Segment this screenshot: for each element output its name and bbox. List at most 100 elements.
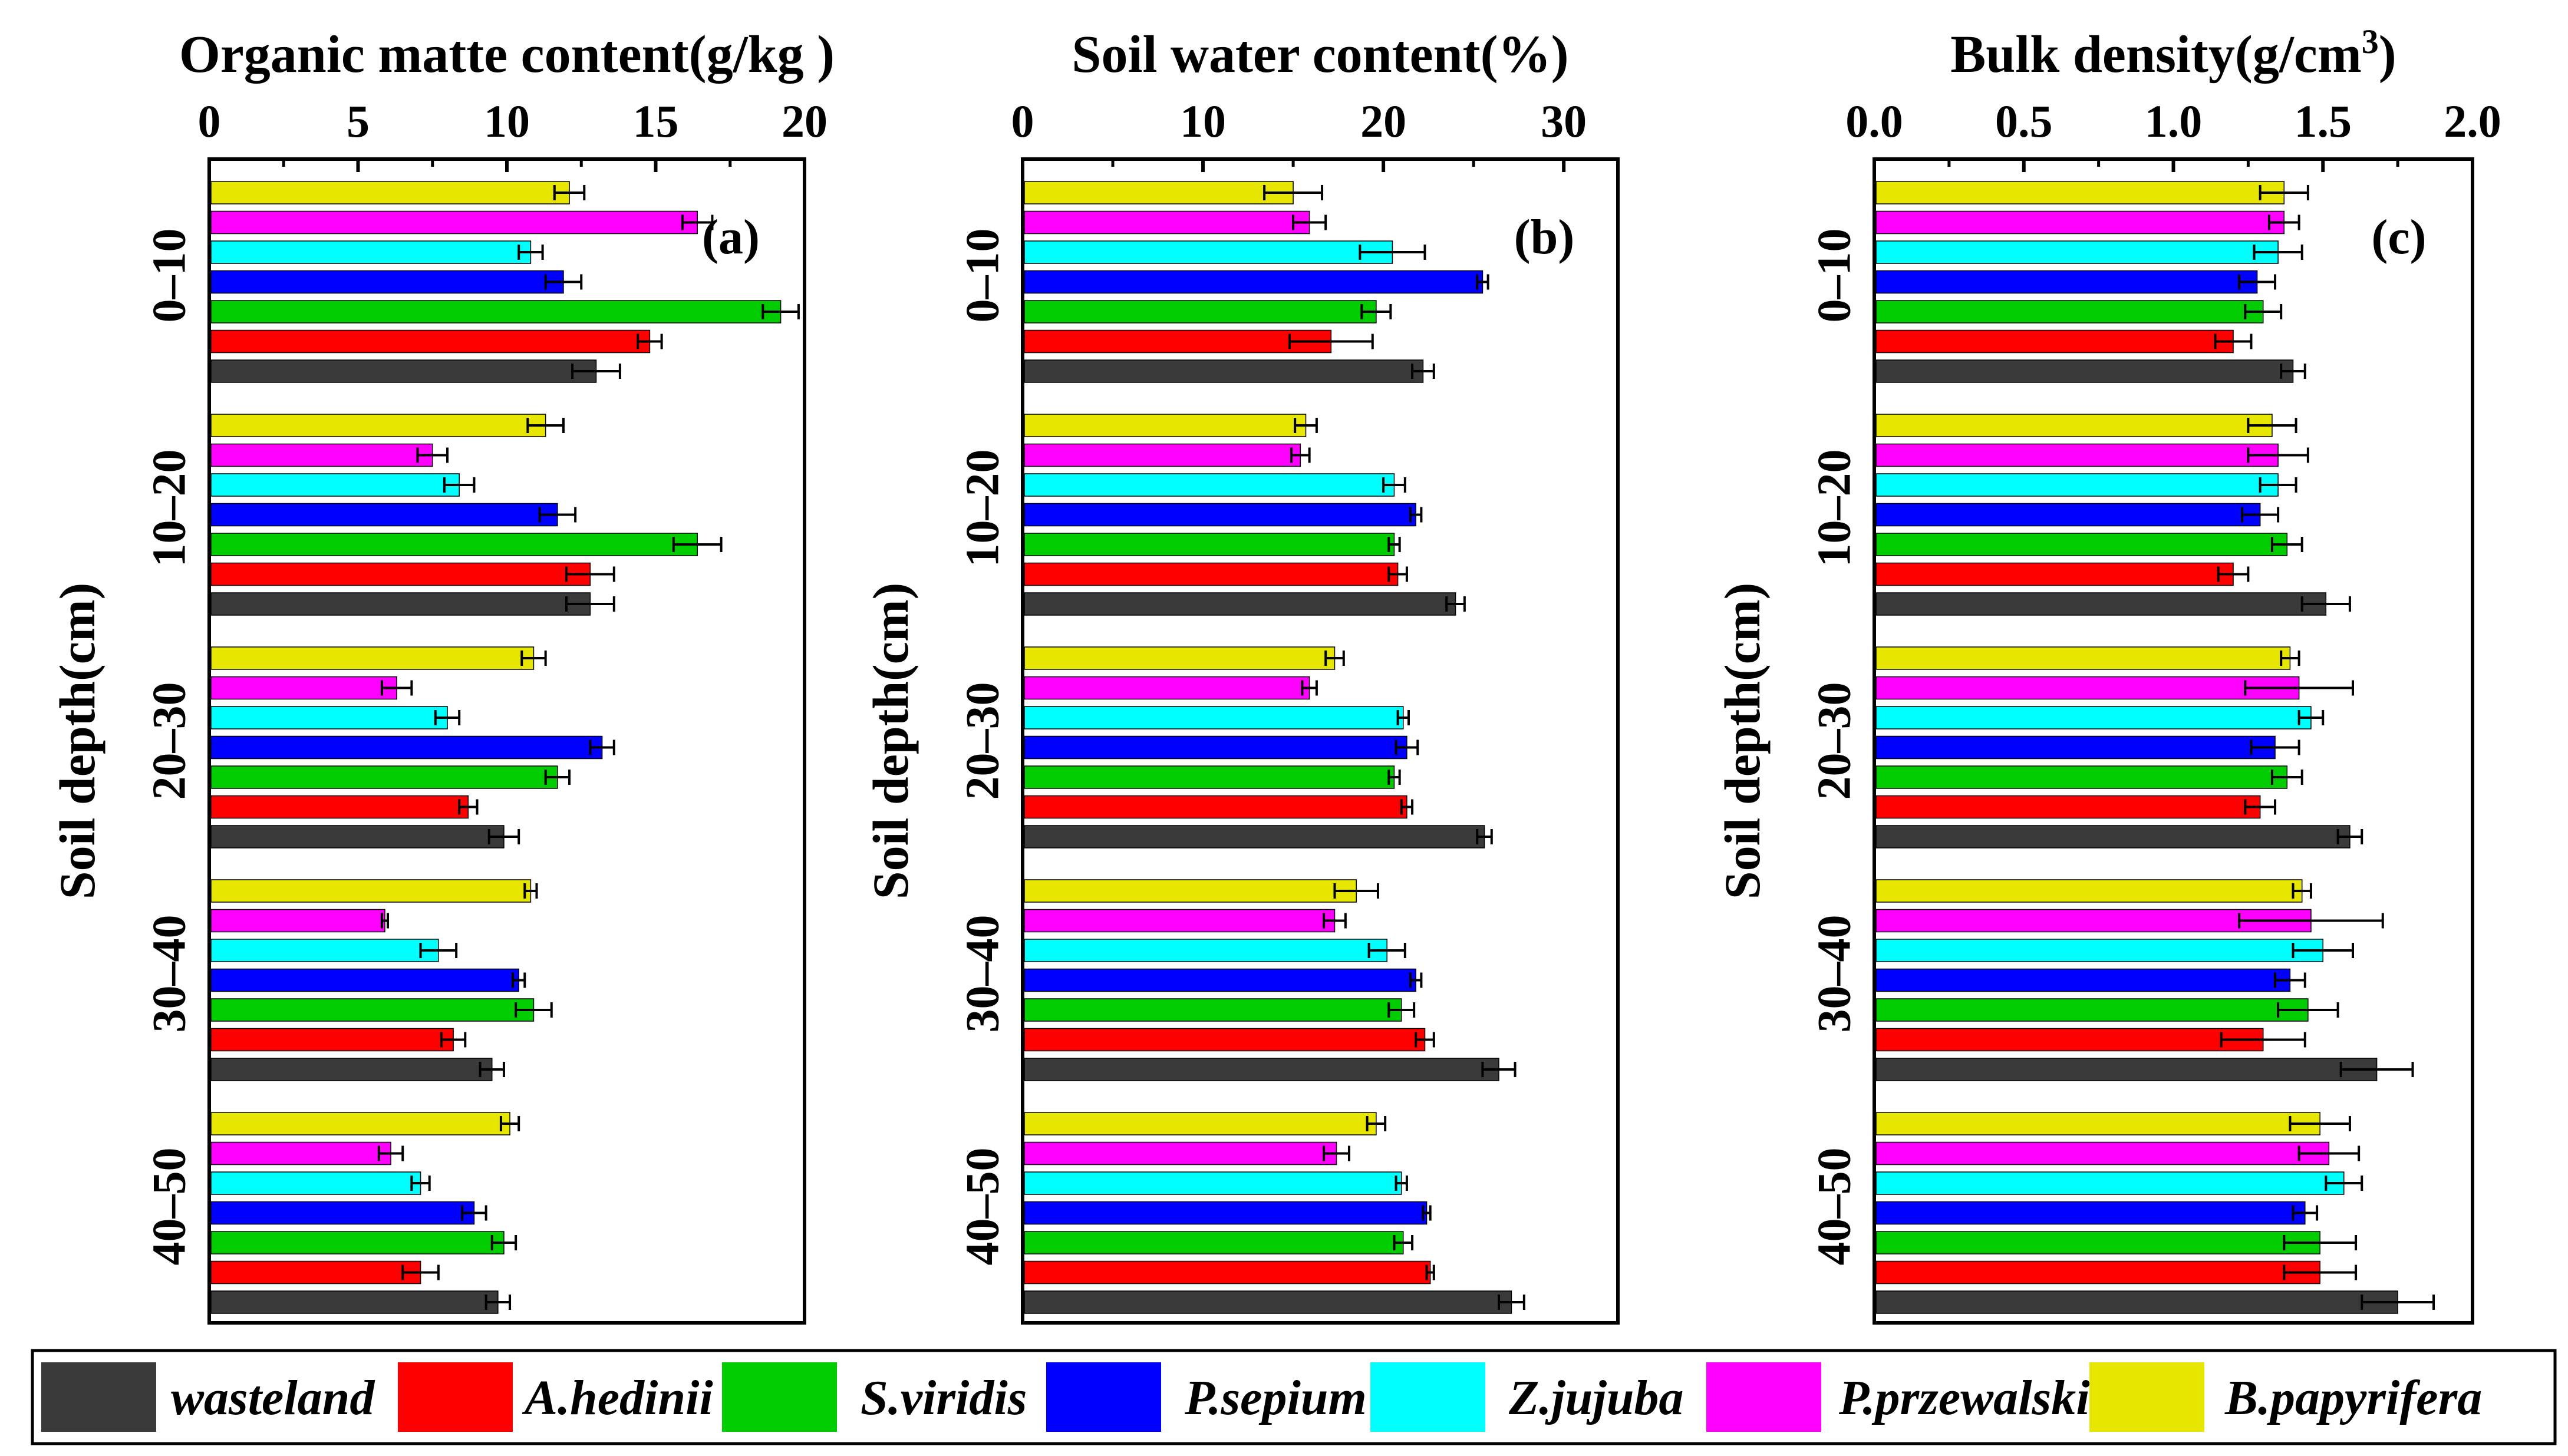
bar-Z.jujuba: [210, 939, 439, 962]
bar-wasteland: [210, 359, 597, 383]
chart-panels: Organic matte content(g/kg ) 0 5 10 15 20 (a) S…: [49, 22, 2501, 1325]
legend-item-P.przewalskii: P.przewalskii: [1706, 1362, 2104, 1432]
bar-A.hedinii: [1875, 1028, 2264, 1052]
bar-A.hedinii: [210, 329, 651, 354]
bar-Z.jujuba: [1024, 473, 1395, 497]
bar-P.sepium: [210, 968, 519, 992]
bar-B.papyrifera: [1024, 1112, 1377, 1135]
legend-swatch: [1370, 1362, 1485, 1432]
legend-label: B.papyrifera: [2224, 1371, 2482, 1425]
x-tick-label: 20: [782, 95, 828, 147]
bar-wasteland: [210, 1290, 499, 1314]
depth-group-10–20: 10–20: [143, 414, 723, 616]
panel-letter: (a): [702, 210, 760, 265]
bar-B.papyrifera: [210, 414, 546, 437]
depth-group-40–50: 40–50: [143, 1112, 520, 1314]
bar-B.papyrifera: [1024, 646, 1336, 670]
depth-label: 10–20: [957, 450, 1008, 567]
bar-S.viridis: [210, 533, 698, 556]
bar-S.viridis: [1875, 533, 2288, 556]
bar-Z.jujuba: [210, 706, 448, 729]
legend-label: wasteland: [171, 1371, 375, 1425]
depth-group-20–30: 20–30: [957, 646, 1493, 848]
bar-S.viridis: [1875, 1231, 2320, 1254]
depth-label: 40–50: [1808, 1148, 1860, 1266]
depth-label: 30–40: [1808, 915, 1860, 1033]
bar-S.viridis: [210, 998, 535, 1022]
bar-S.viridis: [1875, 998, 2309, 1022]
x-tick-label: 10: [484, 95, 530, 147]
panel-letter: (b): [1514, 210, 1575, 265]
bar-Z.jujuba: [210, 473, 460, 497]
bar-wasteland: [1875, 825, 2351, 848]
bar-B.papyrifera: [1024, 414, 1307, 437]
bar-Z.jujuba: [1024, 706, 1404, 729]
bar-A.hedinii: [1875, 562, 2234, 586]
depth-label: 40–50: [957, 1148, 1008, 1266]
title-superscript: 3: [2362, 22, 2379, 61]
x-tick-label: 30: [1541, 95, 1587, 147]
bar-wasteland: [1024, 359, 1424, 383]
bar-P.przewalskii: [1875, 210, 2285, 235]
depth-group-30–40: 30–40: [143, 879, 553, 1081]
bar-P.sepium: [210, 503, 558, 527]
bar-P.przewalskii: [210, 443, 433, 467]
bar-S.viridis: [1875, 300, 2264, 323]
bar-wasteland: [1024, 1290, 1512, 1314]
x-tick-label: 5: [347, 95, 370, 147]
axis-frame: [1021, 157, 1620, 1325]
bar-P.sepium: [1875, 1201, 2306, 1225]
bar-P.sepium: [1875, 735, 2276, 760]
bar-B.papyrifera: [1024, 879, 1357, 903]
depth-group-0–10: 0–10: [1808, 181, 2309, 383]
panel-title: Soil water content(%): [1072, 25, 1568, 84]
bar-P.przewalskii: [1024, 1141, 1337, 1166]
bar-Z.jujuba: [210, 1171, 421, 1195]
x-tick-label: 15: [633, 95, 679, 147]
depth-label: 30–40: [957, 915, 1008, 1033]
legend-swatch: [722, 1362, 837, 1432]
x-tick-label: 1.5: [2295, 95, 2352, 147]
bar-A.hedinii: [1024, 329, 1332, 354]
panel-c: Bulk density(g/cm3) 0.0 0.5 1.0 1.5 2.0 (c) Soi…: [1714, 22, 2501, 1325]
depth-group-40–50: 40–50: [957, 1112, 1525, 1314]
x-tick-label: 0.0: [1845, 95, 1903, 147]
bar-P.sepium: [210, 735, 603, 760]
depth-label: 20–30: [957, 682, 1008, 800]
bar-P.przewalskii: [1024, 210, 1310, 235]
legend-frame: [31, 1349, 2557, 1445]
depth-label: 20–30: [143, 682, 195, 800]
depth-group-30–40: 30–40: [1808, 879, 2414, 1081]
bar-S.viridis: [210, 765, 558, 789]
bar-B.papyrifera: [1875, 646, 2291, 670]
bar-A.hedinii: [210, 795, 469, 819]
legend-item-wasteland: wasteland: [41, 1362, 375, 1432]
depth-label: 20–30: [1808, 682, 1860, 800]
legend-item-Z.jujuba: Z.jujuba: [1370, 1362, 1683, 1432]
panel-letter: (c): [2371, 210, 2426, 265]
bar-S.viridis: [1024, 1231, 1404, 1254]
bar-S.viridis: [210, 300, 782, 323]
x-tick-label: 0: [198, 95, 221, 147]
legend-swatch: [398, 1362, 513, 1432]
bar-B.papyrifera: [1024, 181, 1294, 204]
bar-wasteland: [1024, 1058, 1499, 1081]
depth-group-0–10: 0–10: [957, 181, 1489, 383]
bar-P.sepium: [1024, 968, 1416, 992]
bar-A.hedinii: [1875, 329, 2234, 354]
bar-P.sepium: [210, 1201, 475, 1225]
bar-P.przewalskii: [1024, 909, 1336, 933]
bar-A.hedinii: [1875, 795, 2261, 819]
bar-P.sepium: [1024, 1201, 1428, 1225]
legend-label: P.przewalskii: [1838, 1371, 2104, 1425]
depth-label: 10–20: [143, 450, 195, 567]
bar-P.przewalskii: [210, 210, 698, 235]
bar-P.sepium: [210, 270, 564, 294]
bar-P.przewalskii: [210, 1141, 391, 1166]
title-main: Bulk density(g/cm: [1950, 25, 2362, 84]
bar-A.hedinii: [210, 1260, 421, 1285]
depth-group-0–10: 0–10: [143, 181, 800, 383]
x-tick-label: 10: [1180, 95, 1226, 147]
bar-S.viridis: [1875, 765, 2288, 789]
